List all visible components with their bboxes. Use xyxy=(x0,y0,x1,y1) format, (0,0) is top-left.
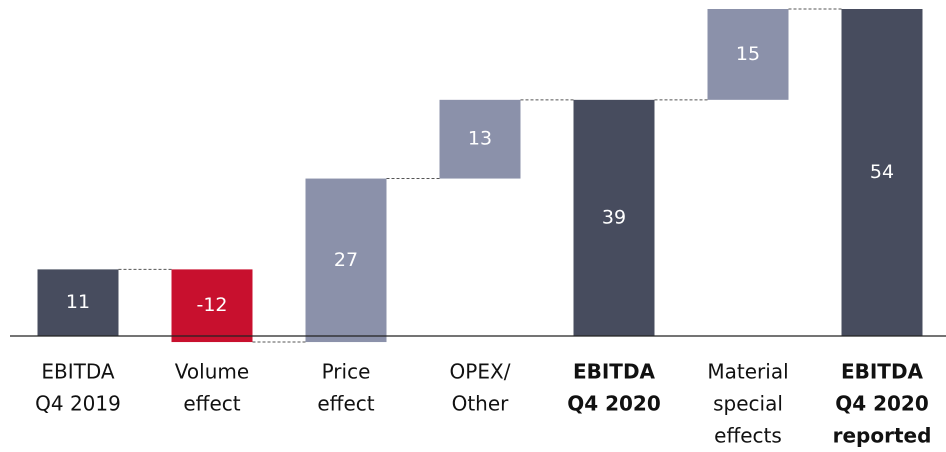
value-label: 54 xyxy=(870,161,894,183)
value-label: 27 xyxy=(334,249,358,271)
bar xyxy=(439,99,521,179)
x-tick-label: Material xyxy=(707,360,788,384)
x-tick-label: effects xyxy=(714,424,782,448)
bar xyxy=(707,9,789,100)
value-label: 13 xyxy=(468,128,492,150)
value-label: 15 xyxy=(736,43,760,65)
x-tick-label: reported xyxy=(833,424,932,448)
x-tick-label: OPEX/ xyxy=(450,360,511,384)
x-tick-label: Q4 2020 xyxy=(567,392,661,416)
bar xyxy=(841,9,923,336)
x-tick-label: effect xyxy=(183,392,240,416)
value-label: -12 xyxy=(196,294,227,316)
value-label: 39 xyxy=(602,206,626,228)
x-tick-label: special xyxy=(713,392,783,416)
bar xyxy=(573,99,655,336)
x-tick-label: EBITDA xyxy=(573,360,656,384)
bar xyxy=(37,269,119,336)
bar xyxy=(305,178,387,343)
x-tick-label: Price xyxy=(322,360,371,384)
bar xyxy=(171,269,253,343)
x-tick-label: Other xyxy=(452,392,510,416)
x-tick-label: Volume xyxy=(175,360,249,384)
x-tick-label: Q4 2019 xyxy=(35,392,121,416)
x-tick-label: EBITDA xyxy=(41,360,115,384)
x-tick-label: EBITDA xyxy=(841,360,924,384)
x-tick-label: effect xyxy=(317,392,374,416)
value-label: 11 xyxy=(66,291,90,313)
x-tick-label: Q4 2020 xyxy=(835,392,929,416)
